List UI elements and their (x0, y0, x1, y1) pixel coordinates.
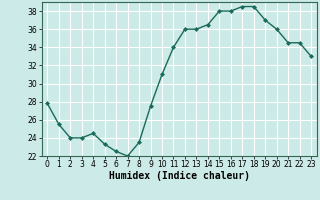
X-axis label: Humidex (Indice chaleur): Humidex (Indice chaleur) (109, 171, 250, 181)
